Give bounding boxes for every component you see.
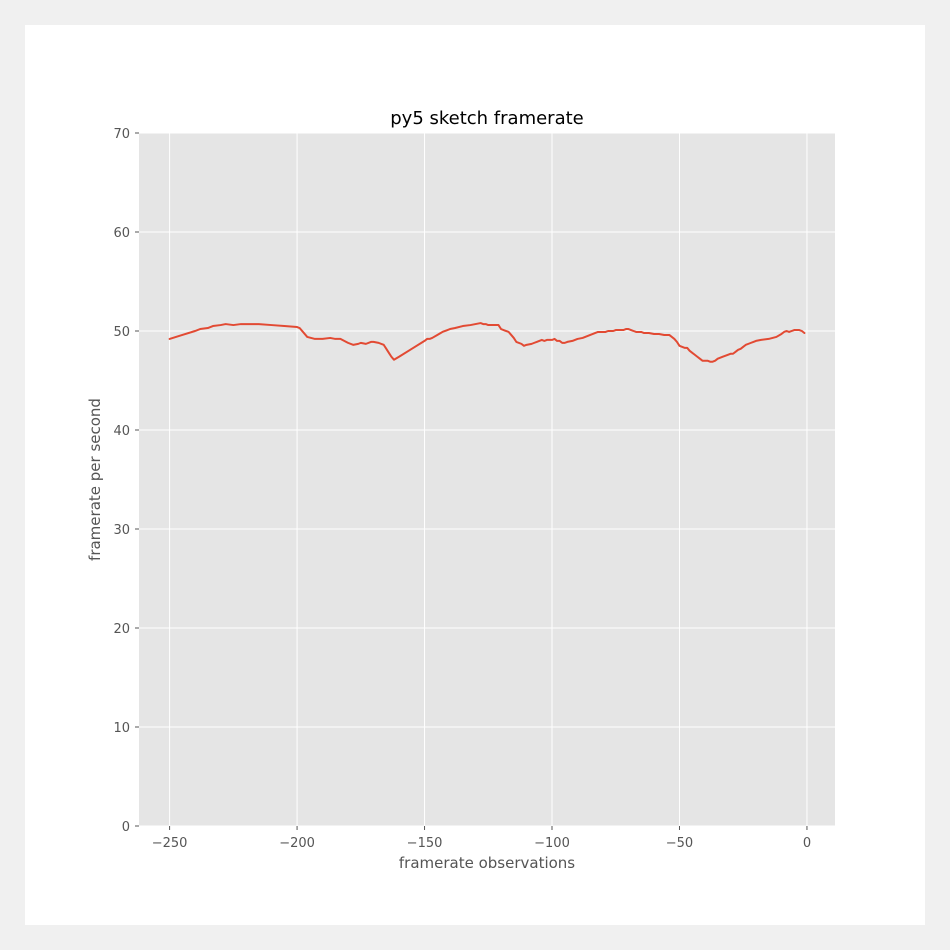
y-tick-label: 30 — [113, 523, 130, 538]
y-tick-label: 40 — [113, 424, 130, 439]
framerate-chart: −250 −200 −150 −100 −50 0 0 10 20 30 40 50 60 70 py5 … — [86, 108, 835, 872]
chart-title: py5 sketch framerate — [390, 108, 584, 129]
y-tick-label: 10 — [113, 721, 130, 736]
y-tick-label: 70 — [113, 127, 130, 142]
axis-ticks: −250 −200 −150 −100 −50 0 0 10 20 30 40 50 60 70 — [113, 127, 811, 851]
plot-area — [139, 133, 835, 826]
x-tick-label: −50 — [666, 836, 693, 851]
y-axis-label: framerate per second — [86, 398, 104, 561]
figure: −250 −200 −150 −100 −50 0 0 10 20 30 40 50 60 70 py5 … — [25, 25, 925, 925]
y-tick-label: 20 — [113, 622, 130, 637]
grid-lines — [139, 132, 835, 827]
y-tick-label: 50 — [113, 325, 130, 340]
x-axis-label: framerate observations — [399, 854, 575, 872]
x-tick-label: 0 — [803, 836, 811, 851]
x-tick-label: −150 — [407, 836, 443, 851]
series-line — [168, 322, 806, 363]
y-tick-label: 60 — [113, 226, 130, 241]
y-tick-label: 0 — [122, 820, 130, 835]
x-tick-label: −100 — [534, 836, 570, 851]
x-tick-label: −250 — [152, 836, 188, 851]
x-tick-label: −200 — [279, 836, 315, 851]
